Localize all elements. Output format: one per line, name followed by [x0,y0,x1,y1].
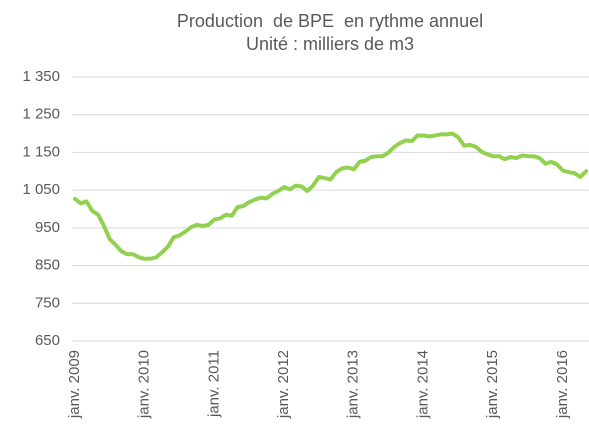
y-tick-label: 950 [35,219,60,236]
y-tick-label: 750 [35,294,60,311]
x-tick-label: janv. 2009 [66,350,83,419]
chart-title: Production de BPE en rythme annuel [177,11,483,31]
x-tick-label: janv. 2016 [554,350,571,419]
x-tick-label: janv. 2012 [275,350,292,419]
y-tick-label: 1 150 [22,143,60,160]
y-tick-label: 650 [35,332,60,349]
x-tick-label: janv. 2015 [484,350,501,419]
x-tick-label: janv. 2014 [414,350,431,419]
y-tick-label: 850 [35,257,60,274]
x-tick-label: janv. 2010 [136,350,153,419]
y-tick-label: 1 350 [22,68,60,85]
y-tick-label: 1 250 [22,106,60,123]
chart-subtitle: Unité : milliers de m3 [246,34,414,54]
x-tick-label: janv. 2013 [345,350,362,419]
x-tick-label: janv. 2011 [205,350,222,418]
y-tick-label: 1 050 [22,181,60,198]
data-line [72,131,589,261]
